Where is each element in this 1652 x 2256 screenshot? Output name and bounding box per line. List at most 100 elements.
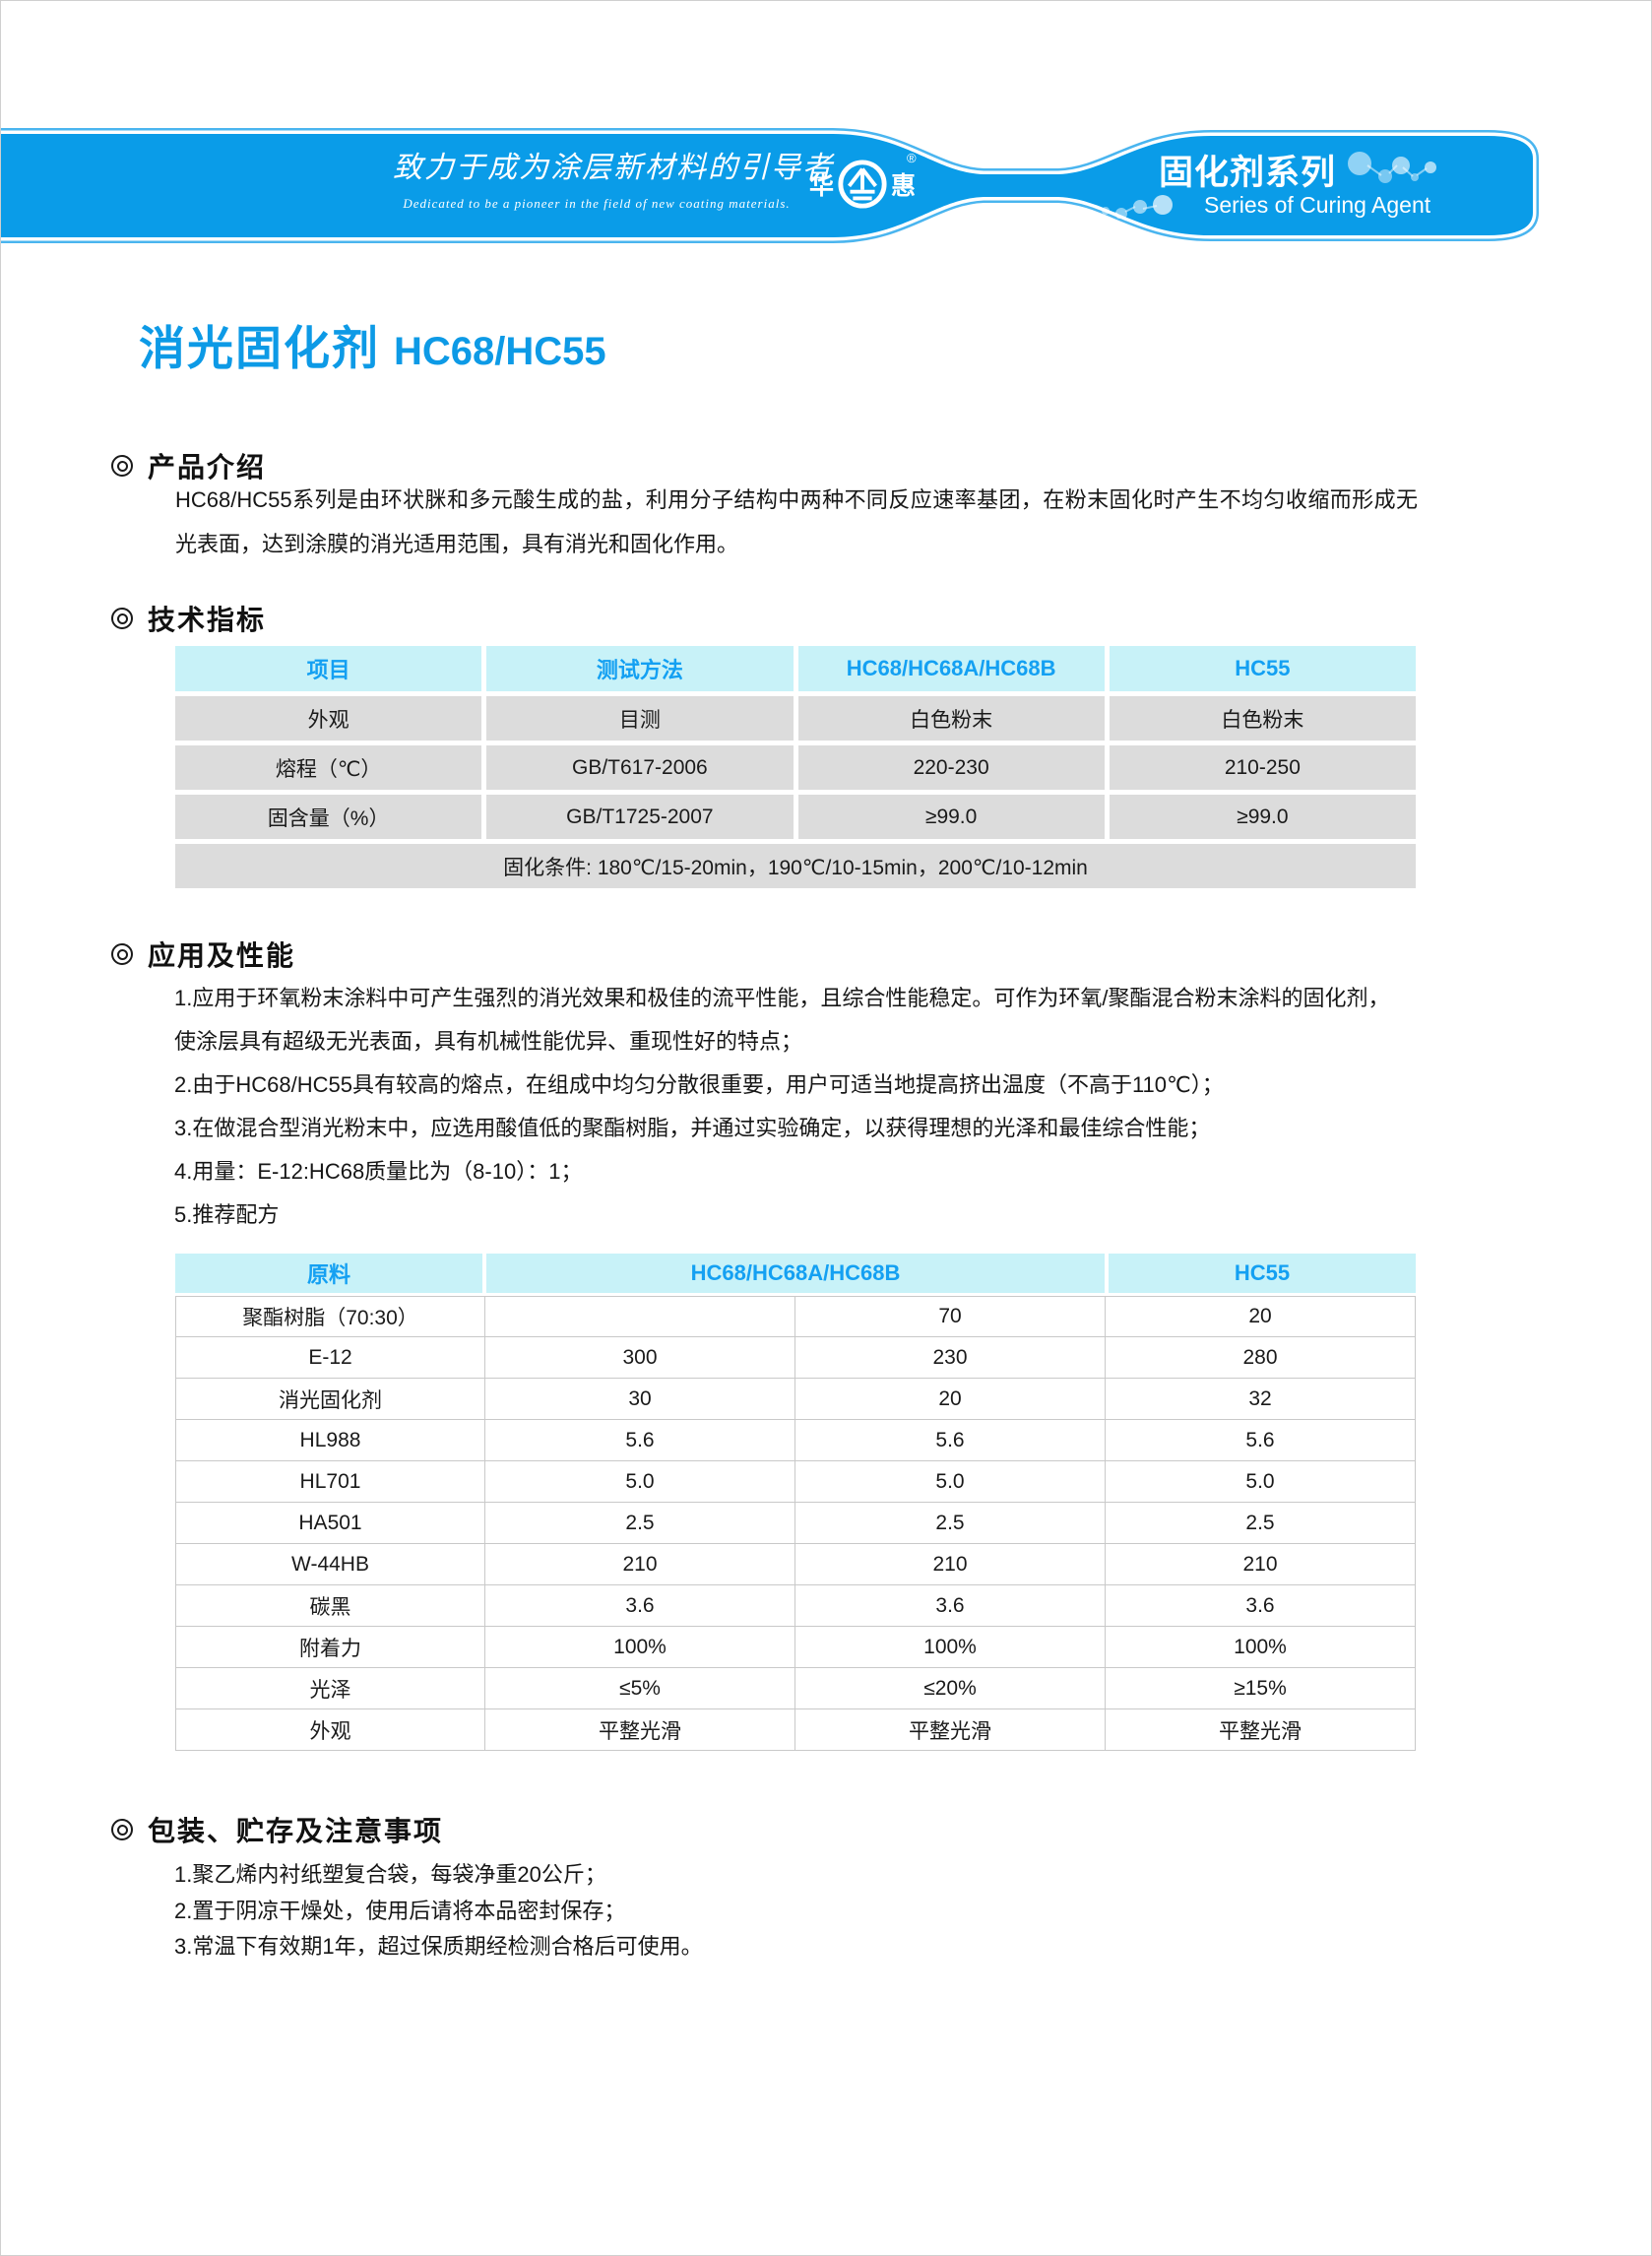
formula-cell: 平整光滑 <box>1106 1709 1416 1751</box>
intro-paragraph: HC68/HC55系列是由环状脒和多元酸生成的盐，利用分子结构中两种不同反应速率… <box>175 487 1418 556</box>
formula-table-head: 原料 HC68/HC68A/HC68B HC55 <box>175 1254 1416 1293</box>
formula-cell: 2.5 <box>485 1503 795 1544</box>
formula-cell: 100% <box>1106 1627 1416 1668</box>
formula-cell: 2.5 <box>795 1503 1106 1544</box>
formula-cell: 100% <box>795 1627 1106 1668</box>
formula-cell <box>485 1296 795 1337</box>
formula-cell: HL701 <box>175 1461 485 1503</box>
formula-cell: 5.6 <box>485 1420 795 1461</box>
formula-cell: 外观 <box>175 1709 485 1751</box>
spec-cell: 白色粉末 <box>1109 696 1416 741</box>
formula-cell: 210 <box>795 1544 1106 1585</box>
spec-cell: 目测 <box>486 696 794 741</box>
formula-cell: 70 <box>795 1296 1106 1337</box>
formula-cell: 3.6 <box>1106 1585 1416 1627</box>
formula-cell: 5.6 <box>795 1420 1106 1461</box>
spec-cell: GB/T617-2006 <box>486 745 794 790</box>
formula-cell: 附着力 <box>175 1627 485 1668</box>
brand-logo-right-char: 惠 <box>891 172 917 200</box>
section-intro-heading: 产品介绍 <box>111 446 266 485</box>
section-application-title: 应用及性能 <box>148 940 296 971</box>
application-item: 2.由于HC68/HC55具有较高的熔点，在组成中均匀分散很重要，用户可适当地提… <box>174 1072 1224 1097</box>
series-title-en: Series of Curing Agent <box>1204 192 1431 218</box>
formula-cell: HA501 <box>175 1503 485 1544</box>
formula-cell: 3.6 <box>795 1585 1106 1627</box>
formula-cell: 32 <box>1106 1379 1416 1420</box>
brand-logo: 华 惠 ® <box>809 151 917 210</box>
formula-header-cell: HC55 <box>1109 1254 1416 1293</box>
formula-cell: 5.0 <box>485 1461 795 1503</box>
spec-header-cell: HC68/HC68A/HC68B <box>797 646 1105 691</box>
series-title-cn: 固化剂系列 <box>1159 154 1337 192</box>
spec-cell: 固含量（%） <box>175 795 482 839</box>
spec-table: 项目 测试方法 HC68/HC68A/HC68B HC55 外观 目测 白色粉末 白色粉末 熔程… <box>175 646 1416 888</box>
formula-cell: 280 <box>1106 1337 1416 1379</box>
molecule-dots-icon <box>1348 151 1437 183</box>
formula-cell: 5.0 <box>795 1461 1106 1503</box>
formula-cell: 230 <box>795 1337 1106 1379</box>
registered-trademark: ® <box>907 151 917 165</box>
formula-cell: 300 <box>485 1337 795 1379</box>
packaging-item: 2.置于阴凉干燥处，使用后请将本品密封保存； <box>174 1898 626 1923</box>
section-bullet-icon <box>111 943 133 965</box>
formula-cell: 5.6 <box>1106 1420 1416 1461</box>
spec-cell: ≥99.0 <box>797 795 1105 839</box>
brand-slogan: 致力于成为涂层新材料的引导者 Dedicated to be a pioneer… <box>393 143 834 212</box>
formula-cell: 20 <box>1106 1296 1416 1337</box>
formula-cell: 光泽 <box>175 1668 485 1709</box>
formula-cell: ≥15% <box>1106 1668 1416 1709</box>
spec-cell: 熔程（℃） <box>175 745 482 790</box>
spec-header-cell: 项目 <box>175 646 482 691</box>
section-bullet-icon <box>111 608 133 629</box>
spec-cell: 白色粉末 <box>797 696 1105 741</box>
brand-emblem-icon <box>838 160 887 209</box>
formula-header-cell: 原料 <box>175 1254 482 1293</box>
formula-cell: 210 <box>485 1544 795 1585</box>
formula-cell: 20 <box>795 1379 1106 1420</box>
packaging-list: 1.聚乙烯内衬纸塑复合袋，每袋净重20公斤； 2.置于阴凉干燥处，使用后请将本品密… <box>174 1857 1395 1966</box>
formula-cell: 100% <box>485 1627 795 1668</box>
formula-cell: ≤5% <box>485 1668 795 1709</box>
packaging-item: 3.常温下有效期1年，超过保质期经检测合格后可使用。 <box>174 1934 703 1959</box>
formula-cell: E-12 <box>175 1337 485 1379</box>
spec-cell: GB/T1725-2007 <box>486 795 794 839</box>
formula-cell: 碳黑 <box>175 1585 485 1627</box>
section-intro-title: 产品介绍 <box>148 452 267 483</box>
section-specs-heading: 技术指标 <box>111 599 266 638</box>
page-title-model: HC68/HC55 <box>394 330 606 373</box>
page-title: 消光固化剂 HC68/HC55 <box>139 310 606 378</box>
spec-cell: 外观 <box>175 696 482 741</box>
brand-logo-left-char: 华 <box>809 172 835 200</box>
spec-footer-cell: 固化条件: 180℃/15-20min，190℃/10-15min，200℃/1… <box>175 844 1416 888</box>
section-bullet-icon <box>111 1819 133 1840</box>
section-bullet-icon <box>111 455 133 477</box>
formula-cell: 平整光滑 <box>485 1709 795 1751</box>
application-list: 1.应用于环氧粉末涂料中可产生强烈的消光效果和极佳的流平性能，且综合性能稳定。可… <box>174 977 1395 1237</box>
banner-ribbon <box>1 128 1539 243</box>
formula-cell: 2.5 <box>1106 1503 1416 1544</box>
section-packaging-heading: 包装、贮存及注意事项 <box>111 1810 443 1849</box>
application-item: 3.在做混合型消光粉末中，应选用酸值低的聚酯树脂，并通过实验确定，以获得理想的光… <box>174 1116 1211 1140</box>
spec-cell: 220-230 <box>797 745 1105 790</box>
formula-cell: ≤20% <box>795 1668 1106 1709</box>
section-specs-title: 技术指标 <box>148 605 267 635</box>
brand-slogan-en: Dedicated to be a pioneer in the field o… <box>403 196 791 211</box>
formula-header-cell: HC68/HC68A/HC68B <box>486 1254 1105 1293</box>
formula-table-body: 聚酯树脂（70:30） 70 20 E-12 300 230 280 消光固化剂 30 20 32 H… <box>175 1296 1416 1751</box>
formula-cell: 210 <box>1106 1544 1416 1585</box>
spec-cell: 210-250 <box>1109 745 1416 790</box>
spec-cell: ≥99.0 <box>1109 795 1416 839</box>
formula-cell: HL988 <box>175 1420 485 1461</box>
section-application-heading: 应用及性能 <box>111 935 295 974</box>
formula-cell: 消光固化剂 <box>175 1379 485 1420</box>
formula-cell: 平整光滑 <box>795 1709 1106 1751</box>
formula-cell: W-44HB <box>175 1544 485 1585</box>
molecule-dots-icon <box>1102 194 1173 219</box>
spec-header-cell: 测试方法 <box>486 646 794 691</box>
section-packaging-title: 包装、贮存及注意事项 <box>148 1816 444 1846</box>
spec-header-cell: HC55 <box>1109 646 1416 691</box>
brand-slogan-cn: 致力于成为涂层新材料的引导者 <box>393 152 834 184</box>
formula-cell: 5.0 <box>1106 1461 1416 1503</box>
application-item: 1.应用于环氧粉末涂料中可产生强烈的消光效果和极佳的流平性能，且综合性能稳定。可… <box>174 986 1390 1054</box>
